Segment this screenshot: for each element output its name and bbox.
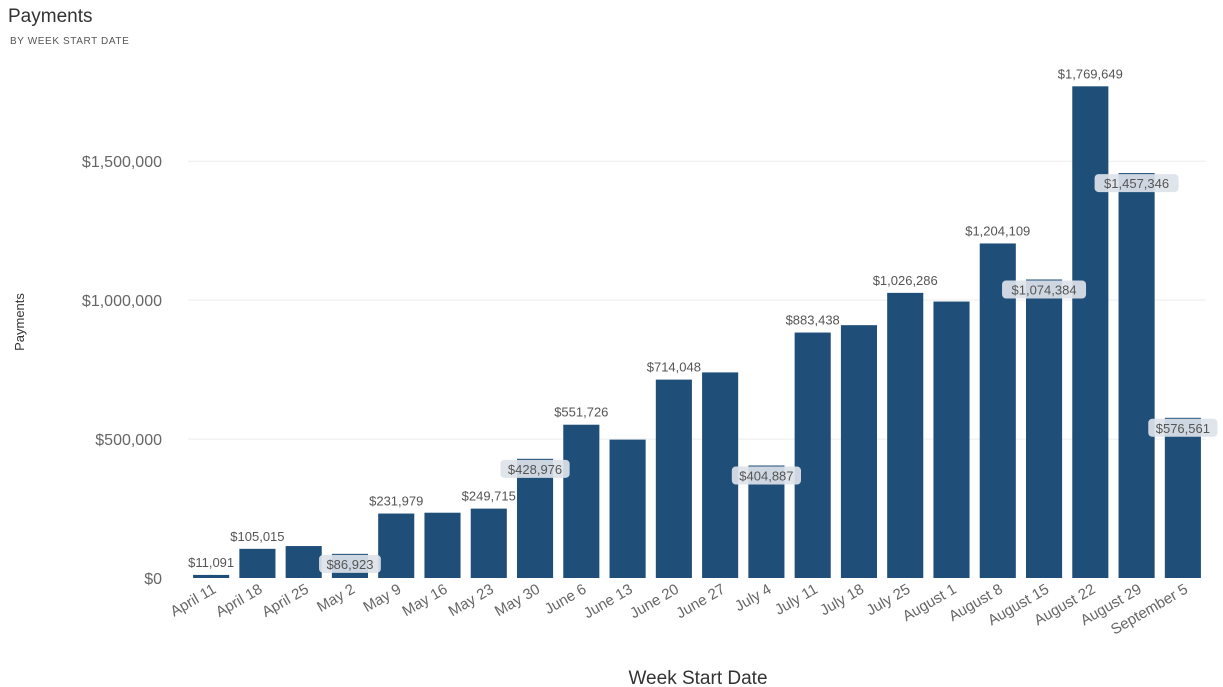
data-label-background — [731, 466, 802, 485]
data-label: $551,726 — [554, 405, 608, 420]
bar[interactable] — [1164, 417, 1201, 578]
bar[interactable] — [655, 379, 692, 578]
x-tick-label: May 2 — [314, 581, 358, 616]
data-label: $1,204,109 — [965, 223, 1030, 238]
bar[interactable] — [563, 424, 600, 578]
data-label: $249,715 — [462, 489, 516, 504]
x-tick-label: June 6 — [542, 581, 590, 618]
bar[interactable] — [887, 292, 924, 578]
bar[interactable] — [285, 546, 322, 578]
data-label: $883,438 — [786, 313, 840, 328]
data-label: $231,979 — [369, 494, 423, 509]
x-tick-label: July 4 — [732, 581, 774, 615]
bar[interactable] — [193, 574, 230, 578]
y-tick-label: $0 — [144, 571, 162, 588]
x-tick-label: May 16 — [399, 581, 450, 620]
data-label: $1,026,286 — [873, 273, 938, 288]
bar[interactable] — [470, 508, 507, 578]
data-label: $576,561 — [1156, 421, 1210, 436]
data-label: $1,074,384 — [1012, 282, 1077, 297]
bar[interactable] — [378, 513, 415, 578]
data-label: $1,457,346 — [1104, 176, 1169, 191]
x-tick-label: April 25 — [259, 581, 312, 621]
y-tick-label: $1,500,000 — [82, 154, 162, 171]
bar[interactable] — [424, 512, 461, 578]
x-tick-label: May 30 — [492, 581, 543, 620]
bar[interactable] — [979, 243, 1016, 579]
data-label-background — [1094, 174, 1179, 193]
x-tick-label: July 18 — [817, 581, 867, 619]
y-axis-title: Payments — [12, 293, 27, 351]
bar[interactable] — [609, 439, 646, 578]
data-label: $404,887 — [739, 469, 793, 484]
x-tick-label: June 13 — [581, 581, 636, 622]
y-tick-label: $500,000 — [95, 432, 162, 449]
bar[interactable] — [1118, 173, 1155, 579]
bars-layer — [193, 86, 1201, 579]
data-label-background — [319, 554, 381, 573]
x-tick-label: April 11 — [168, 581, 220, 621]
chart-subtitle: BY WEEK START DATE — [10, 36, 130, 47]
bar[interactable] — [239, 548, 276, 578]
bar[interactable] — [794, 332, 831, 578]
data-label: $11,091 — [188, 555, 234, 570]
bar[interactable] — [1072, 86, 1109, 578]
data-labels-layer: $11,091 $105,015 $86,923 $231,979 $249,715 $4… — [188, 66, 1218, 573]
chart-title: Payments — [8, 6, 93, 27]
bar[interactable] — [516, 458, 554, 578]
bar[interactable] — [933, 301, 970, 578]
x-axis-title: Week Start Date — [628, 668, 767, 687]
data-label: $105,015 — [230, 529, 284, 544]
x-tick-label: July 11 — [772, 581, 821, 619]
y-tick-label: $1,000,000 — [82, 293, 162, 310]
data-label: $1,769,649 — [1058, 66, 1123, 81]
data-label: $714,048 — [647, 360, 701, 375]
data-label-background — [500, 459, 570, 478]
data-label-background — [1002, 280, 1087, 299]
bar[interactable] — [1025, 279, 1063, 578]
bar[interactable] — [840, 325, 878, 578]
data-label: $428,976 — [508, 462, 562, 477]
data-label-background — [1148, 418, 1218, 437]
x-tick-label: June 27 — [673, 581, 728, 622]
x-tick-label: April 18 — [213, 581, 266, 621]
x-tick-label: May 9 — [360, 581, 404, 616]
x-tick-label: May 23 — [446, 581, 497, 620]
data-label: $86,923 — [326, 557, 373, 572]
y-axis: $0 $500,000 $1,000,000 $1,500,000 — [82, 154, 162, 588]
x-tick-label: June 20 — [627, 581, 682, 622]
